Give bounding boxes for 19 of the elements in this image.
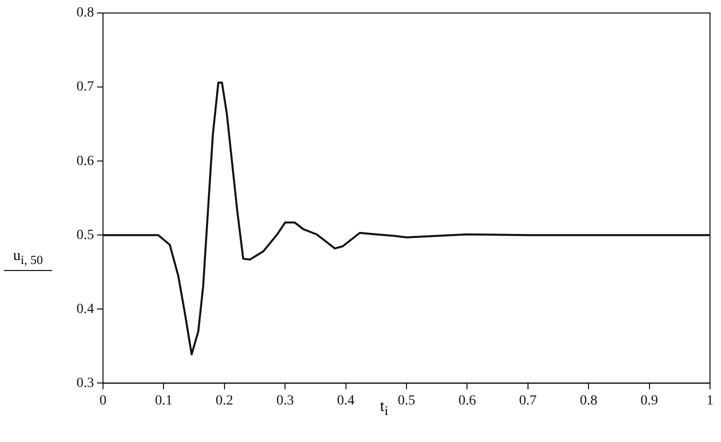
y-tick-label: 0.4 [76,302,94,317]
x-axis-title: t$_{i}$ [380,398,388,420]
x-tick-label: 0.3 [276,393,294,408]
y-tick-label: 0.6 [76,154,94,169]
y-axis-title: u$_{i, 50}$ [4,248,52,271]
x-tick-label: 0.4 [337,393,355,408]
y-tick-label: 0.8 [76,6,94,21]
x-tick-label: 1 [706,393,714,408]
x-tick-label: 0.6 [458,393,476,408]
x-tick-label: 0.9 [640,393,658,408]
y-tick-label: 0.7 [76,80,94,95]
y-tick-label: 0.5 [76,228,94,243]
x-tick-label: 0.2 [216,393,234,408]
x-tick-label: 0 [100,393,106,408]
x-tick-label: 0.7 [519,393,537,408]
x-tick-label: 0.1 [154,393,172,408]
x-tick-label: 0.5 [398,393,416,408]
y-tick-label: 0.3 [76,376,94,391]
x-tick-label: 0.8 [580,393,598,408]
